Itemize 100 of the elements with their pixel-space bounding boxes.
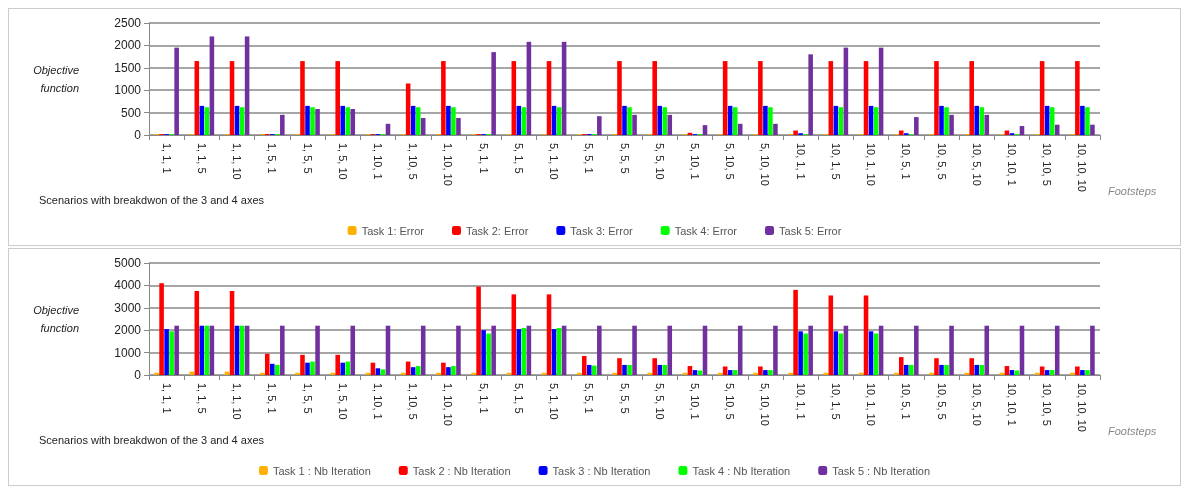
bar <box>310 361 315 375</box>
bar <box>456 117 461 135</box>
y-tick-label: 3000 <box>114 300 142 315</box>
x-tick-label: 10, 5, 10 <box>970 143 983 186</box>
x-tick-label: 5, 10, 1 <box>688 383 701 420</box>
bar <box>662 107 668 135</box>
bar <box>164 329 169 375</box>
bar <box>446 105 451 135</box>
bar <box>592 365 597 375</box>
bar <box>345 107 351 135</box>
bar <box>451 366 456 375</box>
x-tick-label: 5, 10, 10 <box>759 383 772 426</box>
bar <box>280 325 285 375</box>
x-tick-label: 5, 5, 1 <box>583 143 596 174</box>
bar <box>944 107 949 135</box>
x-tick-label: 1, 5, 1 <box>266 383 279 414</box>
x-tick-label: 10, 5, 5 <box>935 143 948 180</box>
bar <box>1080 105 1085 135</box>
bar <box>441 61 446 135</box>
bar <box>1085 370 1090 375</box>
bar <box>1085 107 1090 135</box>
y-tick-label: 0 <box>134 128 142 142</box>
x-tick-label: 5, 10, 1 <box>688 143 701 180</box>
bar <box>446 367 451 375</box>
x-tick-label: 5, 5, 5 <box>618 383 631 414</box>
bar <box>436 372 441 375</box>
bar <box>798 331 803 375</box>
bar <box>622 105 627 135</box>
bar <box>1080 370 1085 375</box>
bar <box>305 105 310 135</box>
x-tick-label: 5, 5, 10 <box>653 143 666 180</box>
bar <box>893 372 899 375</box>
bar <box>934 358 939 375</box>
x-tick-label: 1, 5, 1 <box>266 143 279 174</box>
x-tick-label: 1, 1, 10 <box>231 383 244 420</box>
bar <box>597 325 602 375</box>
y-tick-label: 4000 <box>114 278 142 293</box>
bar <box>1075 366 1080 375</box>
x-tick-label: 10, 10, 5 <box>1041 383 1054 426</box>
bar <box>949 325 954 375</box>
bar <box>667 114 673 135</box>
bar <box>576 372 582 375</box>
bar <box>758 61 763 135</box>
bar <box>773 123 778 135</box>
x-tick-label: 1, 5, 5 <box>301 143 314 174</box>
bar <box>903 364 909 375</box>
bar <box>657 364 663 375</box>
x-tick-label: 5, 1, 10 <box>548 383 561 420</box>
bar <box>627 364 632 375</box>
bar <box>375 368 381 375</box>
bar <box>934 61 939 135</box>
bar <box>310 107 315 135</box>
bar <box>380 369 386 375</box>
x-tick-label: 5, 1, 1 <box>477 383 490 414</box>
x-tick-label: 1, 10, 5 <box>407 143 420 180</box>
legend-label: Task 1 : Nb Iteration <box>272 464 371 477</box>
bar <box>451 107 456 135</box>
bar <box>803 333 808 375</box>
bar <box>300 354 305 375</box>
bar <box>763 105 768 135</box>
bar <box>898 357 904 375</box>
y-axis-title: Objective function <box>33 304 79 334</box>
bar <box>808 325 813 375</box>
bar <box>154 372 159 375</box>
bar <box>984 325 990 375</box>
x-tick-label: 10, 10, 5 <box>1041 143 1054 186</box>
bar <box>979 364 985 375</box>
x-tick-label: 10, 1, 1 <box>794 143 807 180</box>
x-tick-label: 5, 10, 5 <box>724 383 737 420</box>
y-tick-label: 2000 <box>114 38 142 53</box>
x-tick-label: 1, 10, 1 <box>371 143 384 180</box>
bar <box>264 353 270 375</box>
bar <box>486 333 491 375</box>
x-tick-label: 5, 1, 1 <box>477 143 490 174</box>
bar <box>159 283 164 375</box>
bar <box>1090 325 1095 375</box>
bar <box>788 372 793 375</box>
x-tick-label: 10, 1, 1 <box>794 383 807 420</box>
bar <box>964 372 969 375</box>
bar <box>914 325 919 375</box>
bar <box>269 363 275 375</box>
bar <box>974 105 980 135</box>
x-tick-label: 5, 5, 1 <box>583 383 596 414</box>
x-tick-label: 1, 10, 5 <box>407 383 420 420</box>
bar <box>295 372 300 375</box>
bar <box>1070 372 1075 375</box>
x-tick-label: 1, 1, 5 <box>195 383 208 414</box>
x-tick-label: 10, 1, 5 <box>829 383 842 420</box>
x-tick-label: 1, 5, 10 <box>336 143 349 180</box>
bar <box>667 325 673 375</box>
bar <box>330 372 335 375</box>
x-tick-label: 5, 1, 5 <box>512 383 525 414</box>
y-tick-label: 5000 <box>114 256 142 270</box>
bar <box>280 114 285 135</box>
bar <box>929 372 934 375</box>
bar <box>335 61 340 135</box>
x-axis-title: Footsteps <box>1108 184 1157 197</box>
bar <box>652 61 657 135</box>
y-tick-label: 1000 <box>114 83 142 98</box>
bar <box>939 364 944 375</box>
